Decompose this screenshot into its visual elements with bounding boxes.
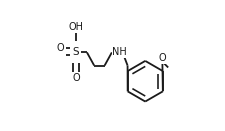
Text: NH: NH [112, 47, 127, 57]
Text: OH: OH [68, 22, 83, 32]
Text: O: O [57, 43, 65, 53]
Text: O: O [72, 73, 80, 83]
Text: O: O [158, 53, 166, 63]
Text: S: S [72, 47, 79, 57]
